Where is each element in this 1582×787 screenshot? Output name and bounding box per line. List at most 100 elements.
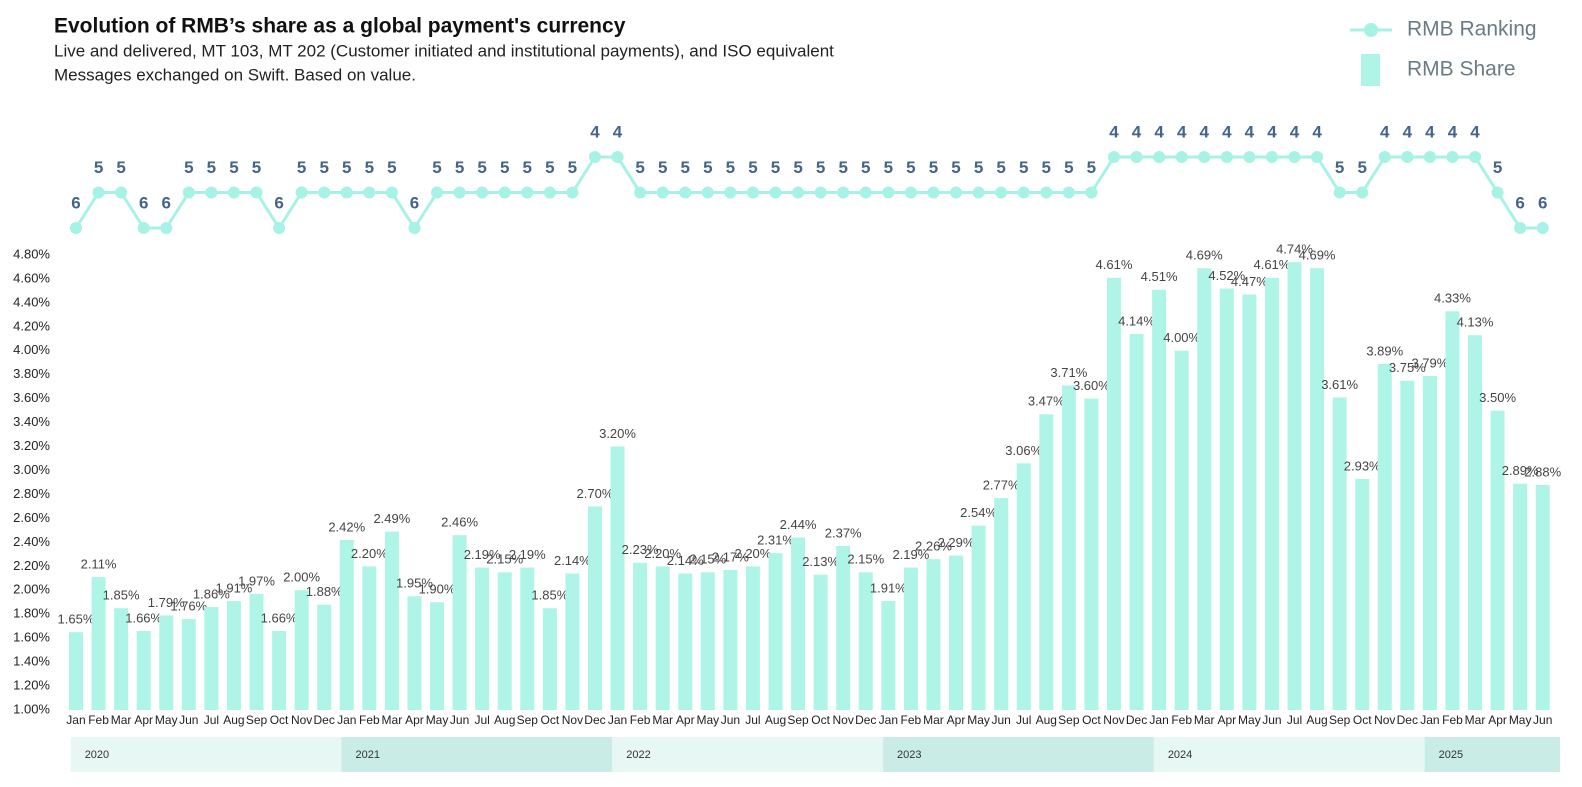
rank-point bbox=[115, 186, 128, 199]
bar bbox=[430, 602, 445, 710]
x-tick-label: Jul bbox=[204, 713, 219, 727]
rank-label: 5 bbox=[252, 158, 261, 177]
year-band bbox=[883, 737, 1154, 772]
rank-label: 5 bbox=[477, 158, 486, 177]
bar bbox=[68, 632, 83, 710]
x-tick-label: Dec bbox=[584, 713, 605, 727]
x-tick-label: Mar bbox=[382, 713, 403, 727]
x-tick-label: Jun bbox=[1533, 713, 1552, 727]
rank-point bbox=[769, 186, 782, 199]
rank-label: 5 bbox=[116, 158, 125, 177]
rank-label: 5 bbox=[726, 158, 735, 177]
bar bbox=[971, 525, 986, 710]
data-label: 3.20% bbox=[599, 426, 636, 441]
rank-point bbox=[701, 186, 714, 199]
rank-point bbox=[1469, 151, 1482, 163]
x-tick-label: Feb bbox=[901, 713, 922, 727]
rank-point bbox=[1514, 222, 1527, 234]
rank-label: 5 bbox=[996, 158, 1005, 177]
rank-label: 5 bbox=[703, 158, 712, 177]
rank-point bbox=[295, 186, 308, 199]
data-label: 2.37% bbox=[825, 525, 862, 540]
data-label: 2.70% bbox=[577, 486, 614, 501]
data-label: 4.51% bbox=[1141, 269, 1178, 284]
rank-point bbox=[950, 186, 963, 199]
rank-point bbox=[385, 186, 398, 199]
x-tick-label: Apr bbox=[1488, 713, 1507, 727]
bar bbox=[768, 553, 783, 710]
y-tick-label: 1.80% bbox=[13, 606, 50, 621]
rank-label: 5 bbox=[681, 158, 690, 177]
rank-label: 5 bbox=[974, 158, 983, 177]
rank-label: 5 bbox=[1064, 158, 1073, 177]
subtitle: Messages exchanged on Swift. Based on va… bbox=[54, 65, 416, 84]
data-label: 1.79% bbox=[148, 595, 185, 610]
rank-point bbox=[431, 186, 444, 199]
bar bbox=[1468, 335, 1483, 710]
x-tick-label: Nov bbox=[833, 713, 854, 727]
bar bbox=[1197, 268, 1212, 710]
data-label: 2.77% bbox=[983, 478, 1020, 493]
rank-label: 5 bbox=[455, 158, 464, 177]
x-tick-label: Oct bbox=[270, 713, 289, 727]
x-tick-label: Mar bbox=[111, 713, 132, 727]
x-tick-label: Jun bbox=[450, 713, 469, 727]
data-label: 2.17% bbox=[712, 549, 749, 564]
x-tick-label: Feb bbox=[1171, 713, 1192, 727]
bar bbox=[881, 601, 896, 710]
x-tick-label: Feb bbox=[1442, 713, 1463, 727]
x-tick-label: Oct bbox=[811, 713, 830, 727]
bar bbox=[181, 619, 196, 710]
data-label: 1.86% bbox=[193, 586, 230, 601]
rank-label: 5 bbox=[184, 158, 193, 177]
rank-label: 5 bbox=[94, 158, 103, 177]
data-label: 2.11% bbox=[81, 557, 117, 572]
bar bbox=[1039, 414, 1054, 710]
rank-point bbox=[69, 222, 82, 234]
y-tick-label: 2.40% bbox=[13, 534, 50, 549]
data-label: 2.49% bbox=[373, 511, 410, 526]
bar bbox=[926, 559, 941, 710]
rank-label: 5 bbox=[1019, 158, 1028, 177]
data-label: 4.61% bbox=[1096, 257, 1133, 272]
rank-point bbox=[837, 186, 850, 199]
bar bbox=[384, 531, 399, 710]
x-tick-label: Sep bbox=[517, 713, 539, 727]
data-label: 3.61% bbox=[1321, 377, 1358, 392]
rank-point bbox=[453, 186, 466, 199]
rank-point bbox=[634, 186, 647, 199]
data-label: 1.66% bbox=[261, 610, 298, 625]
y-tick-label: 3.40% bbox=[13, 414, 50, 429]
data-label: 1.85% bbox=[103, 588, 140, 603]
data-label: 2.44% bbox=[780, 517, 817, 532]
x-tick-label: Aug bbox=[494, 713, 515, 727]
rank-point bbox=[1288, 151, 1301, 163]
rank-point bbox=[1311, 151, 1324, 163]
x-tick-label: Aug bbox=[765, 713, 786, 727]
rank-point bbox=[746, 186, 759, 199]
rank-label: 4 bbox=[1312, 122, 1322, 141]
rank-point bbox=[340, 186, 353, 199]
rank-label: 4 bbox=[1267, 122, 1277, 141]
rank-label: 4 bbox=[1425, 122, 1435, 141]
rank-label: 4 bbox=[1222, 122, 1232, 141]
rank-point bbox=[318, 186, 331, 199]
x-tick-label: May bbox=[155, 713, 178, 727]
x-tick-label: Jun bbox=[721, 713, 740, 727]
rank-point bbox=[656, 186, 669, 199]
x-tick-label: May bbox=[967, 713, 990, 727]
year-band bbox=[1153, 737, 1425, 772]
data-label: 3.75% bbox=[1389, 360, 1426, 375]
rank-point bbox=[1536, 222, 1549, 234]
bar bbox=[1219, 288, 1234, 710]
bar bbox=[1106, 277, 1121, 710]
rank-point bbox=[476, 186, 489, 199]
rank-label: 5 bbox=[297, 158, 306, 177]
chart-title: Evolution of RMB’s share as a global pay… bbox=[54, 15, 626, 38]
x-tick-label: Jun bbox=[991, 713, 1010, 727]
x-tick-label: Dec bbox=[1397, 713, 1418, 727]
rank-point bbox=[1062, 186, 1075, 199]
data-label: 2.15% bbox=[486, 552, 523, 567]
legend-swatch bbox=[1361, 54, 1380, 86]
bar bbox=[339, 539, 354, 710]
